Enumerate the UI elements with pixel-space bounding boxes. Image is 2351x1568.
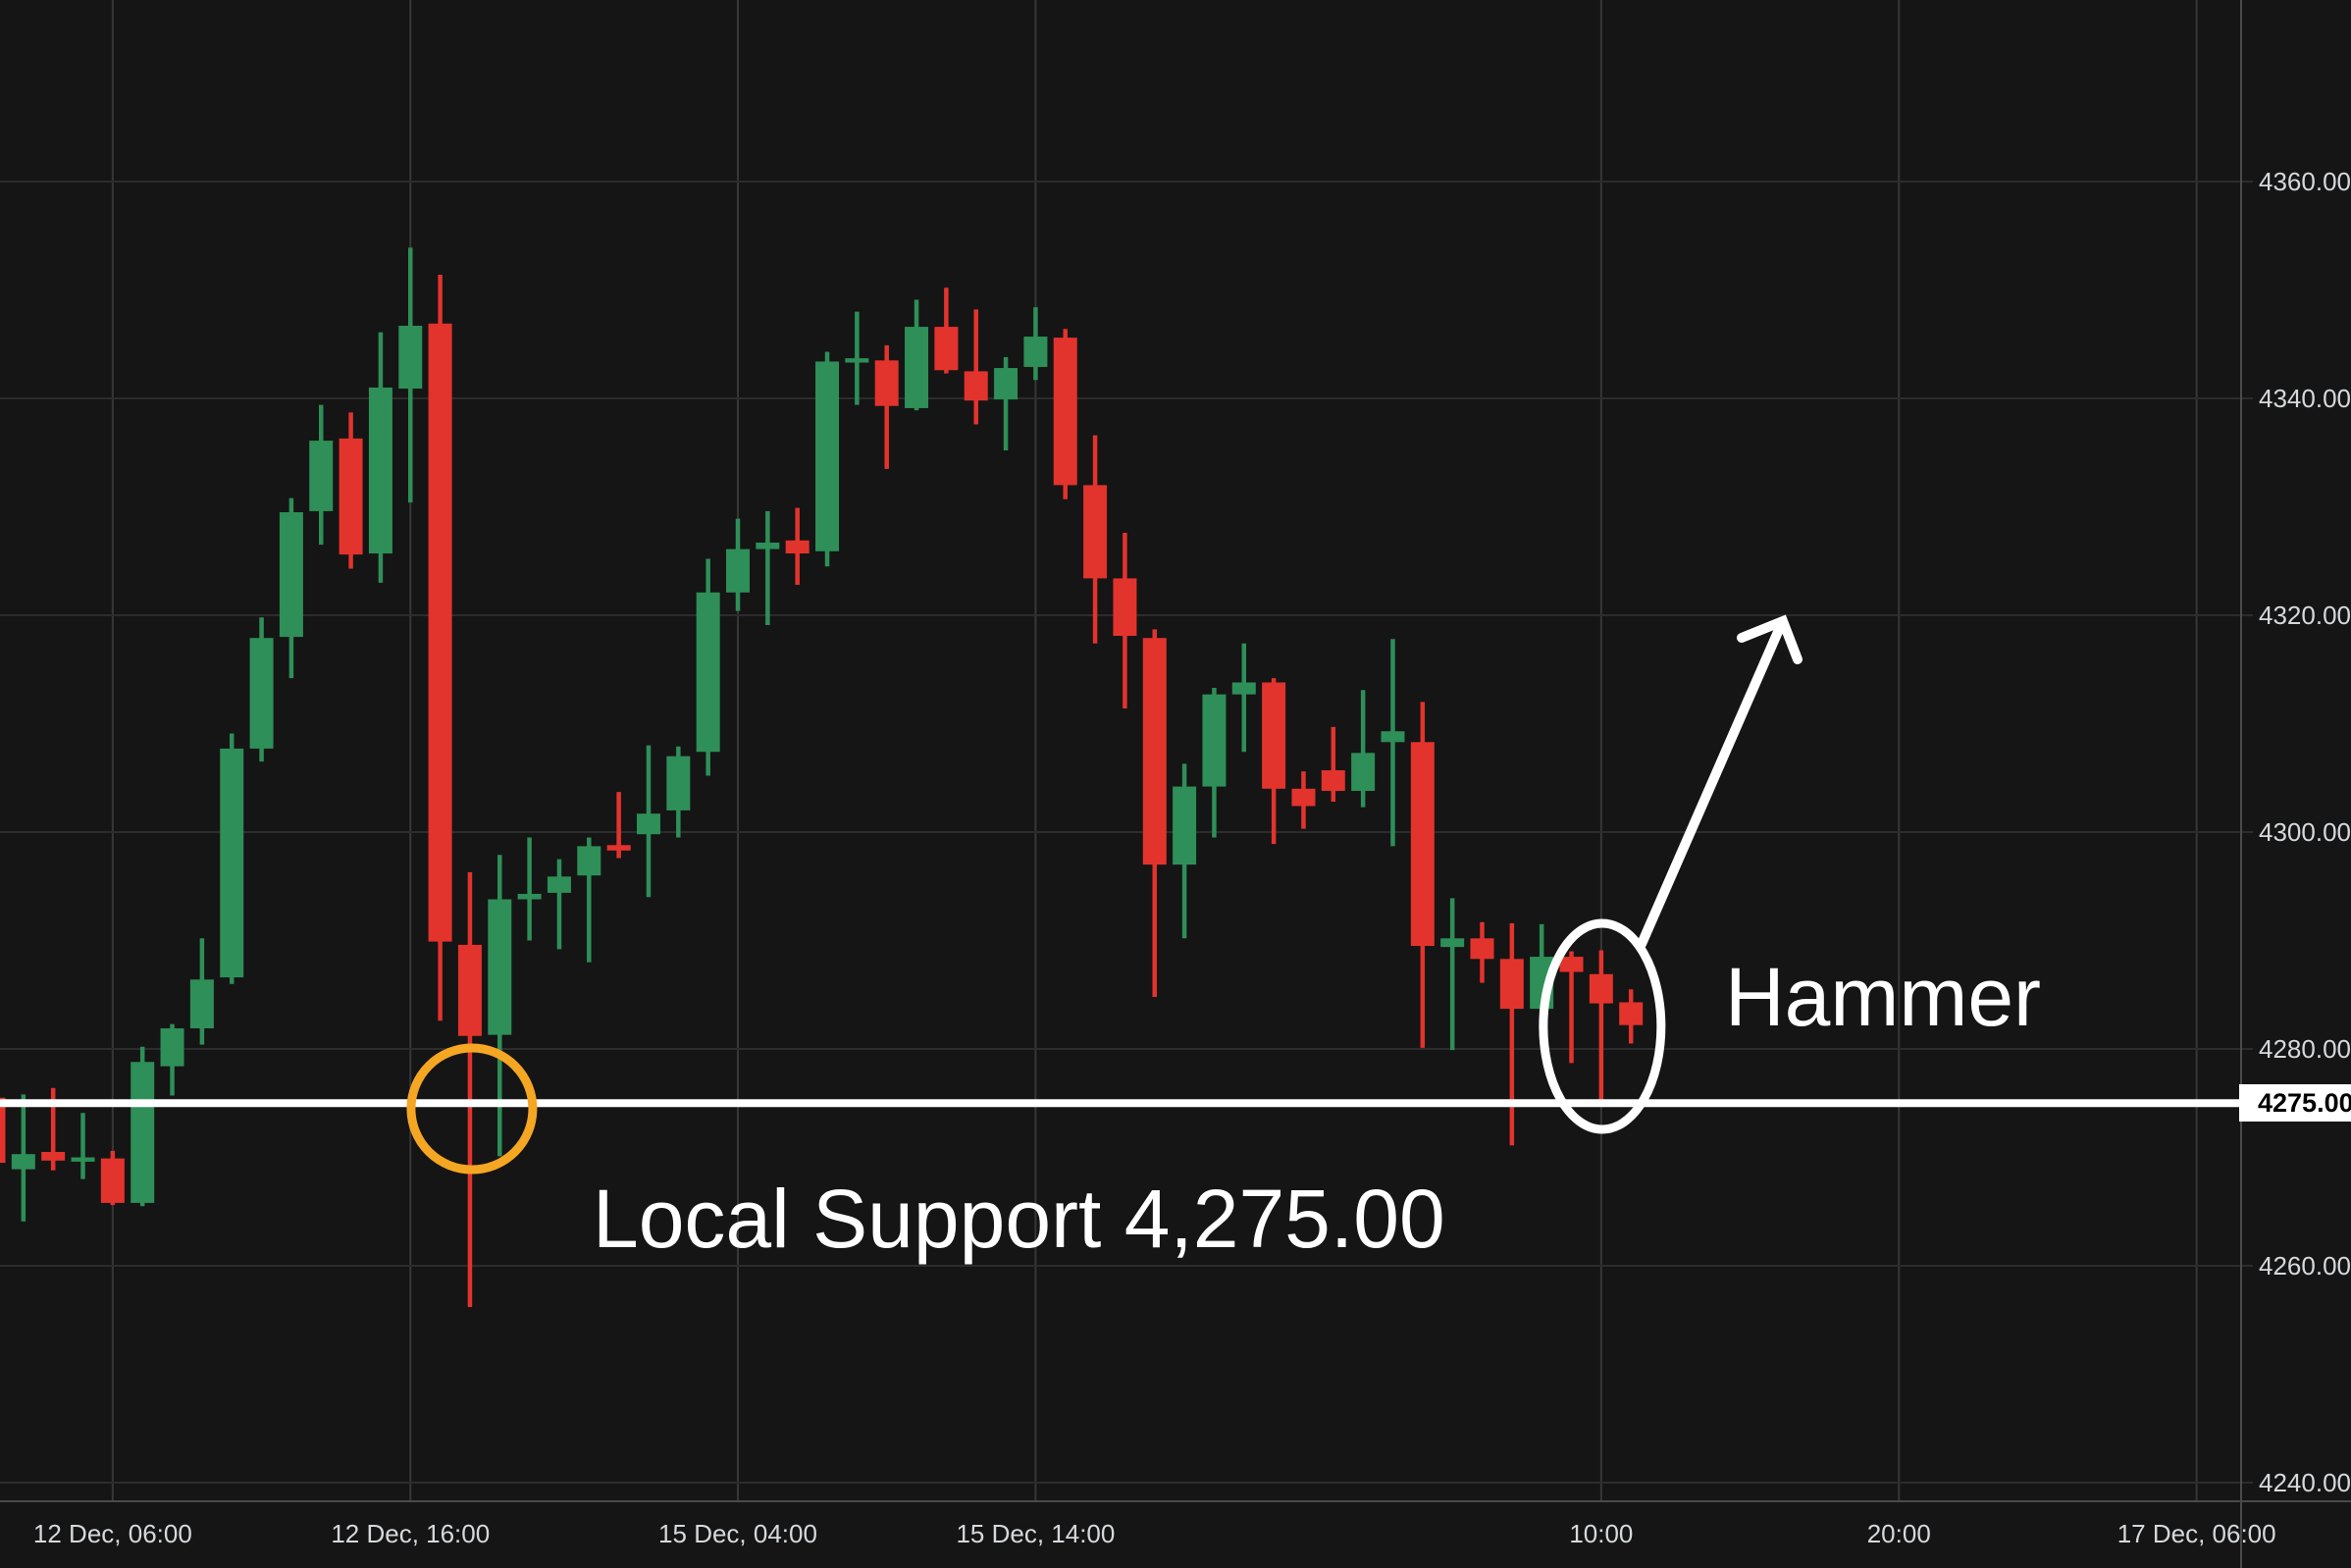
support-test-circle xyxy=(406,1043,538,1175)
candle-body-up xyxy=(756,542,780,549)
candle-body-down xyxy=(1470,938,1494,960)
candle-body-up xyxy=(517,893,542,900)
candle-body-down xyxy=(1142,638,1167,865)
candle-body-up xyxy=(309,441,334,511)
time-axis-label: 15 Dec, 14:00 xyxy=(956,1519,1115,1548)
price-axis-label: 4360.00 xyxy=(2259,167,2351,196)
time-axis-label: 12 Dec, 06:00 xyxy=(33,1519,192,1548)
up-arrow-head xyxy=(1737,614,1802,664)
candle-body-down xyxy=(1262,682,1286,789)
price-axis-label: 4320.00 xyxy=(2259,601,2351,630)
candle-body-up xyxy=(815,361,840,551)
candle-body-down xyxy=(1559,957,1584,972)
candle-body-up xyxy=(279,512,303,638)
candle-body-up xyxy=(1231,682,1256,695)
candle-body-down xyxy=(428,323,452,942)
candle-body-up xyxy=(189,979,214,1029)
candle-body-up xyxy=(577,846,601,876)
candle-body-up xyxy=(1173,786,1197,865)
candle-body-down xyxy=(457,944,482,1036)
candle-body-up xyxy=(994,368,1019,400)
candle-body-up xyxy=(666,756,691,810)
candle-body-down xyxy=(1410,742,1435,947)
candle-body-down xyxy=(1321,770,1345,792)
candle-body-down xyxy=(1113,578,1137,636)
candle-body-up xyxy=(368,387,392,554)
candle-body-down xyxy=(1619,1002,1644,1025)
candle-body-down xyxy=(1499,959,1524,1010)
price-axis-label: 4340.00 xyxy=(2259,384,2351,413)
support-price-tag: 4275.00 xyxy=(2239,1084,2351,1122)
candle-body-up xyxy=(1381,731,1405,743)
candle-body-up xyxy=(547,876,571,893)
candle-body-up xyxy=(488,899,512,1035)
candle-body-up xyxy=(1440,938,1465,948)
candle-body-up xyxy=(1351,753,1376,792)
time-axis-label: 12 Dec, 16:00 xyxy=(331,1519,490,1548)
support-line xyxy=(0,1099,2241,1108)
candle-body-up xyxy=(726,549,750,593)
candle-body-down xyxy=(934,327,959,371)
price-axis-label: 4300.00 xyxy=(2259,817,2351,847)
candle-body-down xyxy=(874,360,899,406)
candle-body-up xyxy=(131,1062,155,1203)
candle-body-down xyxy=(1083,485,1108,579)
candle-body-down xyxy=(339,438,363,555)
candle-body-up xyxy=(1023,337,1048,367)
candle-body-down xyxy=(1589,973,1613,1004)
candle-body-up xyxy=(11,1154,35,1170)
local-support-label: Local Support 4,275.00 xyxy=(593,1173,1445,1265)
hammer-label: Hammer xyxy=(1725,951,2042,1043)
candle-body-down xyxy=(41,1151,66,1161)
price-axis-label: 4260.00 xyxy=(2259,1251,2351,1281)
candle-body-up xyxy=(845,358,869,363)
candle-body-down xyxy=(606,845,631,851)
candle-body-up xyxy=(220,748,244,978)
hammer-ellipse xyxy=(1539,918,1666,1134)
price-axis-label: 4240.00 xyxy=(2259,1468,2351,1497)
candle-body-up xyxy=(1202,694,1227,787)
candle-body-up xyxy=(398,325,423,390)
time-axis-label: 17 Dec, 06:00 xyxy=(2117,1519,2276,1548)
time-axis-label: 10:00 xyxy=(1569,1519,1633,1548)
up-arrow-shaft xyxy=(1637,620,1786,949)
time-axis-label: 20:00 xyxy=(1867,1519,1931,1548)
time-axis[interactable]: 12 Dec, 06:00 12 Dec, 16:00 15 Dec, 04:00 1… xyxy=(33,1519,2276,1548)
candle-body-down xyxy=(0,1097,6,1164)
candle-body-down xyxy=(1053,338,1077,486)
candle-body-down xyxy=(1291,788,1316,807)
candle-body-down xyxy=(785,540,810,554)
candle-body-up xyxy=(696,592,720,753)
candle-body-up xyxy=(160,1028,184,1067)
price-axis[interactable]: 4360.00 4340.00 4320.00 4300.00 4280.00 4260.… xyxy=(2259,167,2351,1497)
candle-body-down xyxy=(964,371,988,401)
candle-body-up xyxy=(71,1157,95,1162)
candle-body-up xyxy=(905,327,929,408)
candle-body-down xyxy=(100,1158,125,1203)
candle-body-up xyxy=(249,638,274,749)
candle-body-up xyxy=(636,813,660,835)
time-axis-label: 15 Dec, 04:00 xyxy=(658,1519,817,1548)
price-axis-label: 4280.00 xyxy=(2259,1034,2351,1064)
